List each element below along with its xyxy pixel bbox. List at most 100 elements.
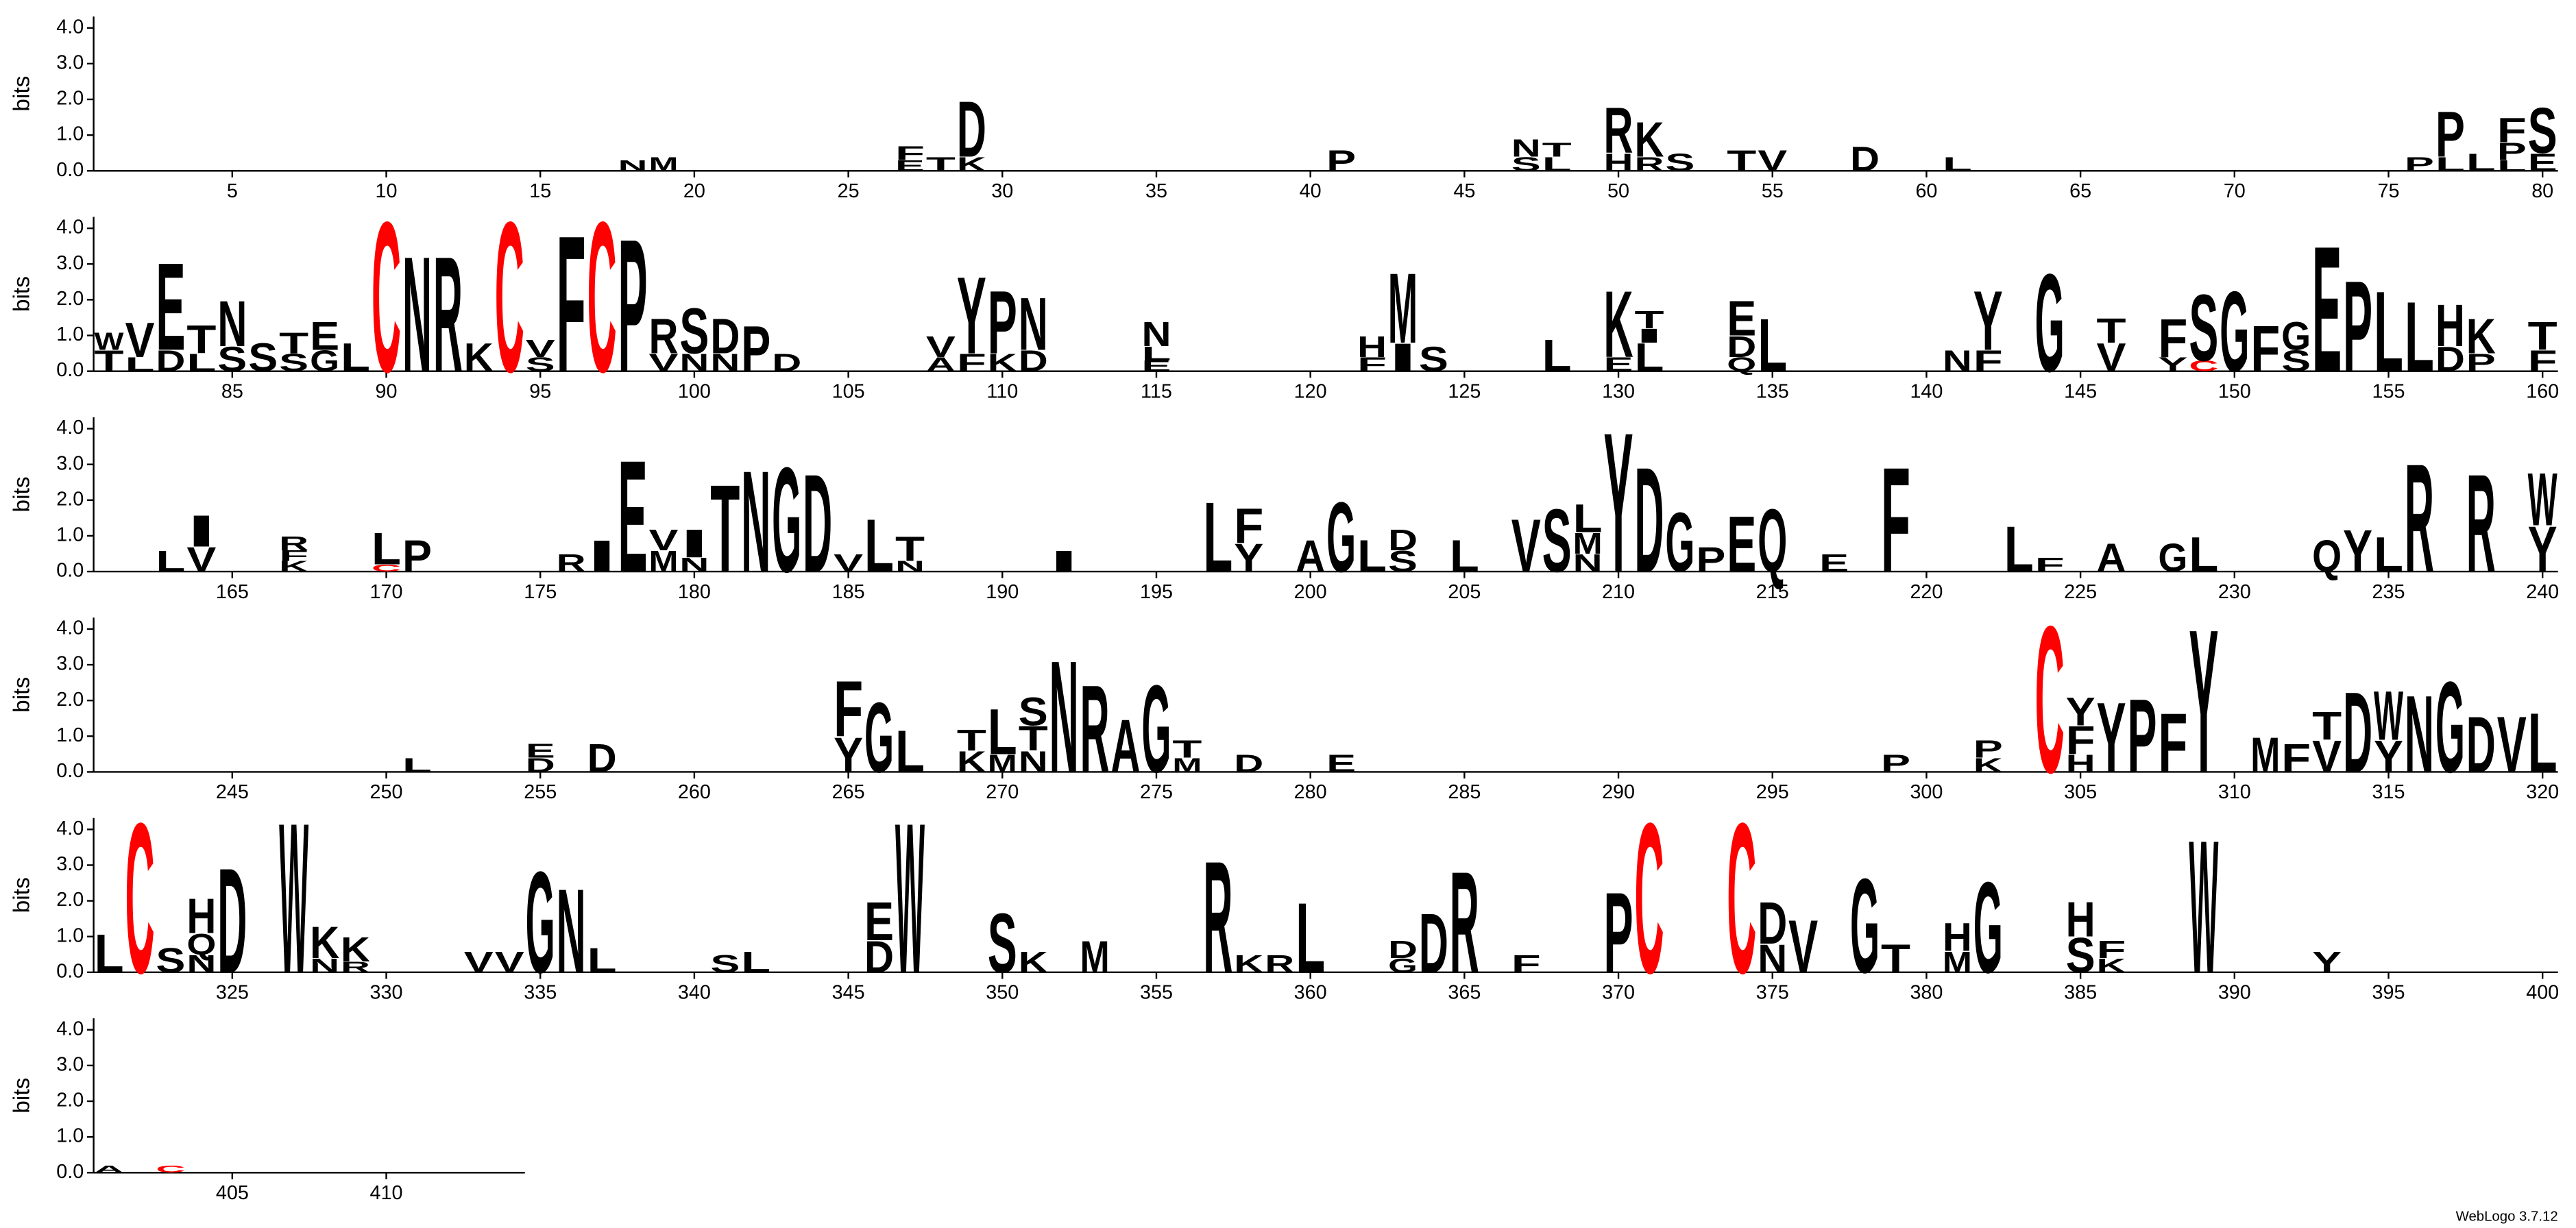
logo-letter: C <box>1634 779 1664 1018</box>
x-tick-label: 190 <box>986 581 1019 603</box>
logo-letter: K <box>988 349 1017 377</box>
logo-letter: T <box>2312 704 2342 749</box>
logo-letter: K <box>341 930 370 969</box>
logo-letter: Y <box>2343 517 2372 585</box>
logo-letter: D <box>587 736 617 781</box>
logo-letter: H <box>1357 330 1387 364</box>
logo-letter: F <box>1234 498 1263 554</box>
logo-letter: L <box>1943 154 1972 175</box>
logo-letter: N <box>557 865 586 998</box>
y-axis-label: bits <box>9 476 34 512</box>
x-tick-label: 180 <box>678 581 711 603</box>
logo-letter: L <box>1758 304 1787 388</box>
logo-letter: L <box>95 923 124 984</box>
logo-letter: I <box>587 531 617 581</box>
x-tick-label: 130 <box>1602 380 1635 402</box>
x-tick-label: 210 <box>1602 581 1635 603</box>
y-axis-label: bits <box>9 276 34 312</box>
logo-letter: P <box>2127 678 2156 794</box>
logo-letter: K <box>1019 946 1049 979</box>
logo-letter: Q <box>1758 490 1787 591</box>
logo-letter: T <box>1727 144 1757 177</box>
y-tick-label: 2.0 <box>56 1090 84 1112</box>
logo-letter: S <box>1665 148 1694 176</box>
logo-letter: S <box>2281 345 2311 378</box>
logo-letter: D <box>864 932 894 982</box>
x-tick-label: 150 <box>2218 380 2251 402</box>
logo-letter: P <box>2343 255 2372 400</box>
x-tick-label: 295 <box>1756 781 1789 803</box>
logo-letter: V <box>1511 504 1541 588</box>
logo-letter: M <box>648 545 678 578</box>
x-tick-label: 270 <box>986 781 1019 803</box>
logo-letter: K <box>310 918 339 968</box>
logo-letter: G <box>1388 955 1418 977</box>
logo-letter: Y <box>2066 690 2095 735</box>
logo-letter: V <box>1758 144 1787 177</box>
x-tick-label: 255 <box>524 781 557 803</box>
logo-letter: C <box>495 178 524 417</box>
y-tick-label: 2.0 <box>56 488 84 510</box>
x-tick-label: 175 <box>524 581 557 603</box>
logo-letter: G <box>2035 245 2065 402</box>
y-tick-label: 4.0 <box>56 217 84 238</box>
logo-letter: K <box>1973 754 2003 776</box>
logo-letter: R <box>1604 95 1633 167</box>
logo-letter: G <box>310 345 339 378</box>
logo-letter: E <box>526 741 555 763</box>
x-tick-label: 100 <box>678 380 711 402</box>
logo-letter: D <box>1634 437 1664 604</box>
logo-letter: N <box>1943 345 1972 378</box>
logo-letter: R <box>1080 659 1110 798</box>
logo-letter: G <box>1850 850 1880 1001</box>
logo-letter: F <box>2281 736 2311 781</box>
x-tick-label: 405 <box>216 1182 249 1204</box>
logo-letter: D <box>1234 749 1263 777</box>
logo-letter: L <box>2466 148 2496 176</box>
logo-letter: D <box>1388 935 1418 963</box>
logo-letter: C <box>125 779 155 1018</box>
y-tick-label: 0.0 <box>56 1161 84 1183</box>
logo-letter: T <box>1634 306 1664 334</box>
logo-letter: L <box>402 754 432 776</box>
x-tick-label: 70 <box>2224 180 2246 202</box>
logo-letter: Y <box>2374 731 2403 781</box>
logo-letter: G <box>526 842 555 1003</box>
logo-letter: E <box>1819 549 1849 577</box>
logo-letter: G <box>1326 481 1356 593</box>
logo-letter: R <box>341 959 371 976</box>
logo-letter: R <box>2466 445 2496 602</box>
logo-letter: R <box>1634 154 1664 175</box>
logo-letter: P <box>1973 735 2003 763</box>
logo-letter: K <box>279 558 309 575</box>
logo-letter: S <box>279 349 308 377</box>
x-tick-label: 135 <box>1756 380 1789 402</box>
logo-letter: T <box>2528 314 2557 358</box>
logo-letter: F <box>2035 554 2065 576</box>
logo-letter: S <box>710 950 740 978</box>
y-tick-label: 3.0 <box>56 51 84 73</box>
logo-letter: K <box>2466 309 2496 365</box>
logo-letter: D <box>803 445 832 602</box>
x-tick-label: 120 <box>1294 380 1327 402</box>
logo-letter: V <box>648 524 678 557</box>
logo-letter: F <box>2158 308 2187 369</box>
logo-letter: L <box>1542 154 1572 175</box>
logo-letter: E <box>1727 500 1756 589</box>
logo-letter: F <box>1973 345 2003 378</box>
x-tick-label: 355 <box>1140 982 1173 1004</box>
logo-letter: W <box>2374 677 2403 755</box>
logo-row: 0.0 1.0 2.0 3.0 4.0 bits 5 10 15 20 25 30 35 40 45 50 55… <box>9 16 2558 202</box>
logo-letter: N <box>1758 937 1787 981</box>
logo-letter: G <box>772 437 801 604</box>
logo-letter: V <box>2312 731 2342 781</box>
y-tick-label: 1.0 <box>56 924 84 946</box>
y-tick-label: 3.0 <box>56 853 84 875</box>
x-tick-label: 145 <box>2064 380 2097 402</box>
x-tick-label: 225 <box>2064 581 2097 603</box>
y-tick-label: 3.0 <box>56 452 84 474</box>
logo-letter: S <box>1542 490 1572 591</box>
logo-letter: N <box>679 349 709 377</box>
x-tick-label: 350 <box>986 982 1019 1004</box>
logo-letter: H <box>1604 148 1633 176</box>
